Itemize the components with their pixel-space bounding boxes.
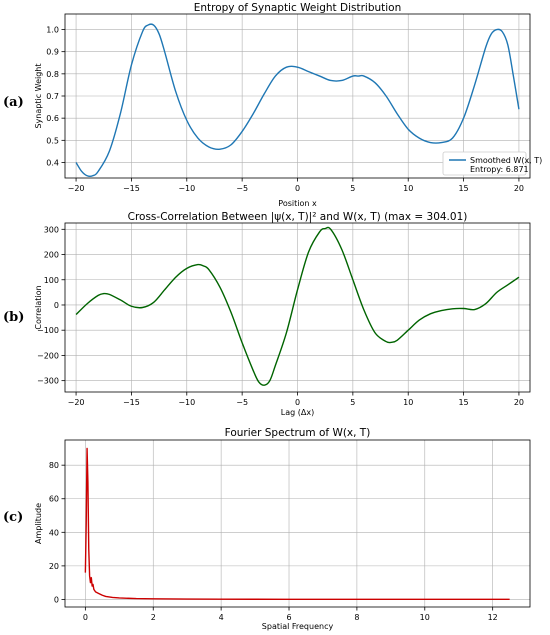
x-tick-label: 15 <box>458 398 468 407</box>
x-axis-label: Position x <box>278 199 317 208</box>
plot-frame <box>64 439 531 608</box>
y-tick-label: 0 <box>54 301 59 310</box>
legend: Smoothed W(x, T)Entropy: 6.871 <box>442 151 542 176</box>
y-tick-label: 40 <box>49 528 59 537</box>
legend-note: Entropy: 6.871 <box>470 165 529 174</box>
x-tick-label: −5 <box>236 184 248 193</box>
x-tick-label: 10 <box>403 398 413 407</box>
y-tick-label: 0.4 <box>46 158 59 167</box>
x-tick-label: −10 <box>178 398 195 407</box>
y-tick-label: 300 <box>44 225 59 234</box>
x-tick-label: −5 <box>236 398 248 407</box>
x-axis-label: Spatial Frequency <box>262 622 334 631</box>
x-tick-label: −20 <box>68 184 85 193</box>
x-tick-label: −15 <box>123 184 140 193</box>
x-tick-label: 2 <box>151 613 156 622</box>
panel-label: (b) <box>3 310 24 325</box>
y-tick-label: 60 <box>49 495 59 504</box>
y-tick-label: 200 <box>44 251 59 260</box>
x-tick-label: 4 <box>219 613 224 622</box>
chart-panel-2: (b) Cross-Correlation Between |ψ(x, T)|² … <box>3 211 531 417</box>
x-tick-label: 6 <box>286 613 291 622</box>
y-tick-label: 20 <box>49 562 59 571</box>
y-tick-label: 0.8 <box>46 70 59 79</box>
y-tick-label: 80 <box>49 461 59 470</box>
x-tick-label: 0 <box>83 613 88 622</box>
y-axis-label: Amplitude <box>34 503 43 544</box>
chart-title: Entropy of Synaptic Weight Distribution <box>194 2 402 14</box>
y-tick-label: 0 <box>54 595 59 604</box>
y-tick-label: 0.7 <box>46 92 59 101</box>
x-tick-label: 20 <box>514 184 524 193</box>
series-line <box>84 447 510 601</box>
chart-panel-1: (a) Entropy of Synaptic Weight Distributi… <box>3 2 542 208</box>
panel-label: (a) <box>3 95 24 110</box>
panel-label: (c) <box>3 510 23 525</box>
x-tick-label: 5 <box>350 184 355 193</box>
y-tick-label: −300 <box>37 377 59 386</box>
y-tick-label: 0.9 <box>46 48 59 57</box>
x-tick-label: 10 <box>403 184 413 193</box>
x-tick-label: 15 <box>458 184 468 193</box>
x-tick-label: −20 <box>68 398 85 407</box>
x-tick-label: −15 <box>123 398 140 407</box>
series-line <box>75 23 520 178</box>
y-tick-label: 0.5 <box>46 136 59 145</box>
x-tick-label: 0 <box>295 398 300 407</box>
chart-title: Fourier Spectrum of W(x, T) <box>225 427 371 439</box>
x-tick-label: 8 <box>354 613 359 622</box>
x-tick-label: 12 <box>488 613 498 622</box>
x-axis-label: Lag (Δx) <box>281 408 314 417</box>
y-tick-label: 100 <box>44 276 59 285</box>
y-tick-label: 1.0 <box>46 26 59 35</box>
legend-entry: Smoothed W(x, T) <box>470 156 542 165</box>
plot-frame <box>64 13 531 179</box>
chart-title: Cross-Correlation Between |ψ(x, T)|² and… <box>128 211 468 223</box>
x-tick-label: 20 <box>514 398 524 407</box>
x-tick-label: 5 <box>350 398 355 407</box>
y-axis-label: Synaptic Weight <box>34 63 43 128</box>
x-tick-label: −10 <box>178 184 195 193</box>
legend-box <box>442 151 527 176</box>
y-tick-label: −200 <box>37 351 59 360</box>
x-tick-label: 10 <box>420 613 430 622</box>
y-axis-label: Correlation <box>34 285 43 329</box>
y-tick-label: −100 <box>37 326 59 335</box>
chart-panel-3: (c) Fourier Spectrum of W(x, T) 0 2 4 6 8 10 12 0… <box>3 427 531 631</box>
y-tick-label: 0.6 <box>46 114 59 123</box>
series-line <box>75 226 520 386</box>
x-tick-label: 0 <box>295 184 300 193</box>
plot-frame <box>64 222 531 393</box>
